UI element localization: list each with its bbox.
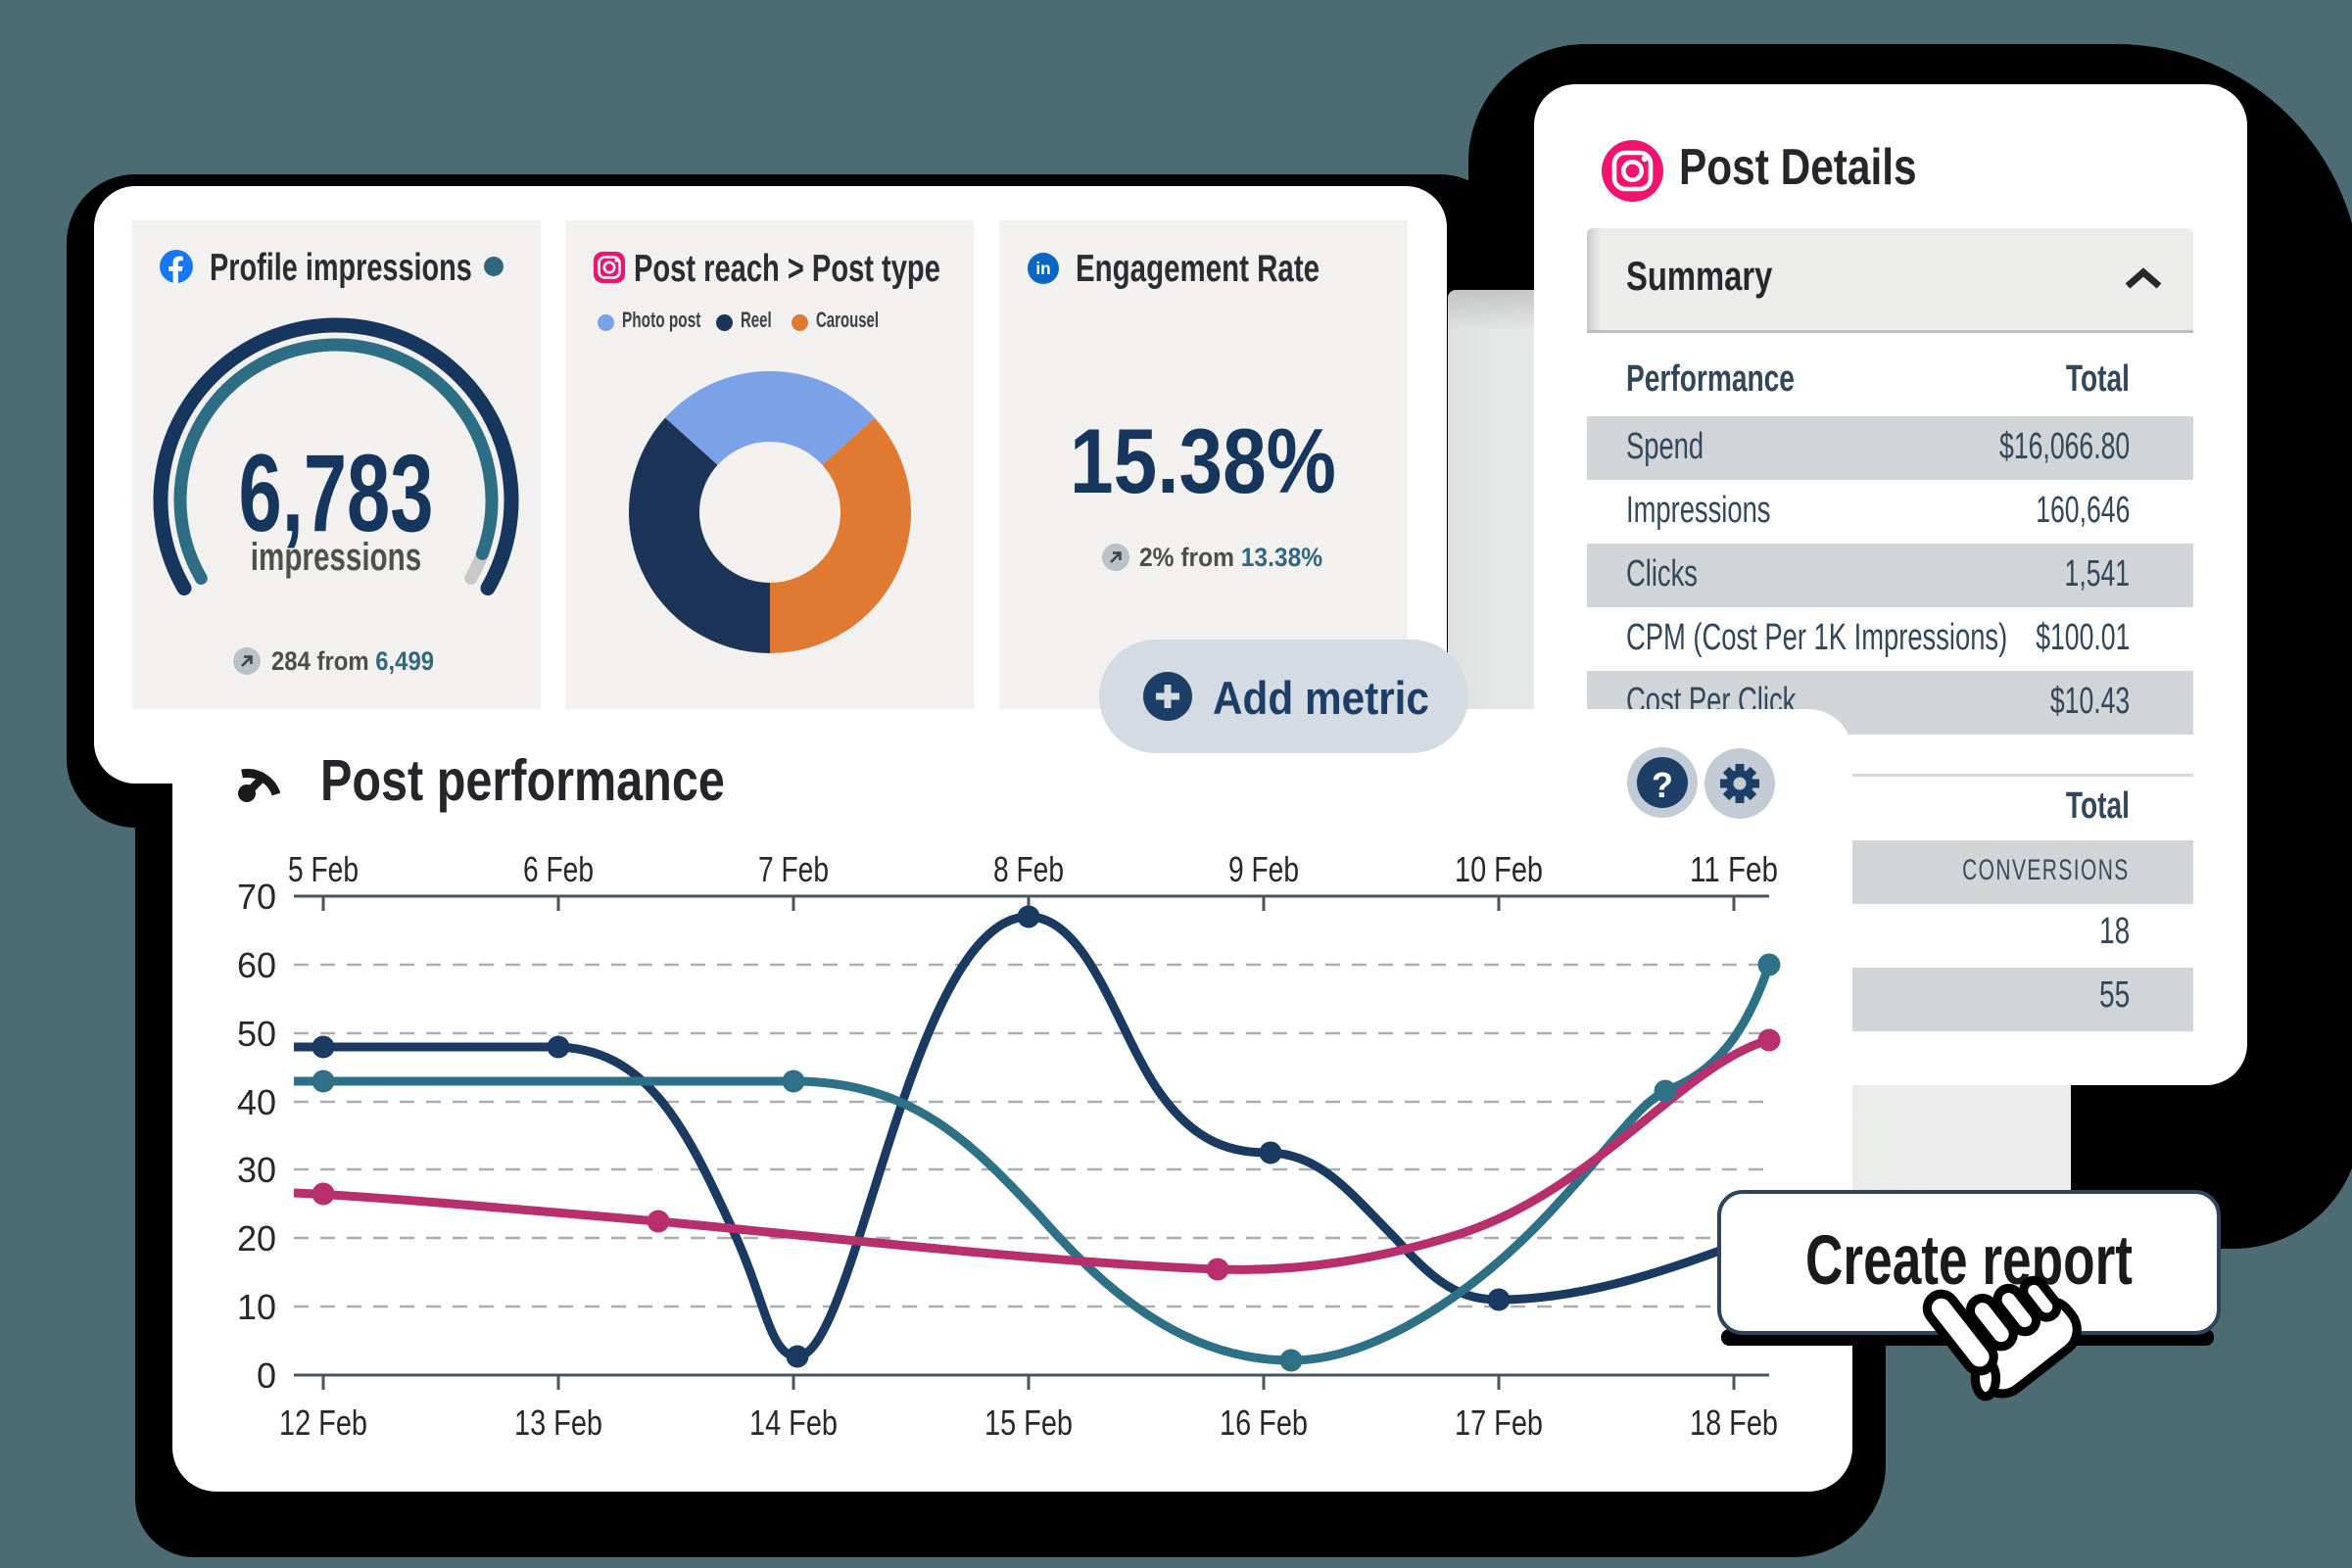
svg-text:14 Feb: 14 Feb bbox=[749, 1402, 838, 1443]
svg-text:15 Feb: 15 Feb bbox=[984, 1402, 1073, 1443]
svg-text:5 Feb: 5 Feb bbox=[288, 849, 359, 889]
svg-text:17 Feb: 17 Feb bbox=[1455, 1402, 1543, 1443]
svg-text:10 Feb: 10 Feb bbox=[1455, 849, 1543, 889]
svg-text:0: 0 bbox=[257, 1355, 276, 1396]
svg-text:20: 20 bbox=[237, 1218, 276, 1259]
svg-text:13 Feb: 13 Feb bbox=[514, 1402, 602, 1443]
svg-text:50: 50 bbox=[237, 1014, 276, 1054]
svg-text:8 Feb: 8 Feb bbox=[993, 849, 1064, 889]
svg-text:60: 60 bbox=[237, 945, 276, 985]
svg-text:16 Feb: 16 Feb bbox=[1220, 1402, 1308, 1443]
svg-text:30: 30 bbox=[237, 1150, 276, 1190]
svg-text:11 Feb: 11 Feb bbox=[1690, 849, 1778, 889]
svg-text:6 Feb: 6 Feb bbox=[523, 849, 594, 889]
svg-text:9 Feb: 9 Feb bbox=[1228, 849, 1299, 889]
svg-text:10: 10 bbox=[237, 1287, 276, 1327]
svg-text:40: 40 bbox=[237, 1082, 276, 1122]
svg-text:7 Feb: 7 Feb bbox=[758, 849, 829, 889]
svg-text:12 Feb: 12 Feb bbox=[279, 1402, 367, 1443]
svg-text:in: in bbox=[1035, 259, 1050, 278]
svg-text:18 Feb: 18 Feb bbox=[1690, 1402, 1778, 1443]
svg-text:70: 70 bbox=[237, 877, 276, 917]
